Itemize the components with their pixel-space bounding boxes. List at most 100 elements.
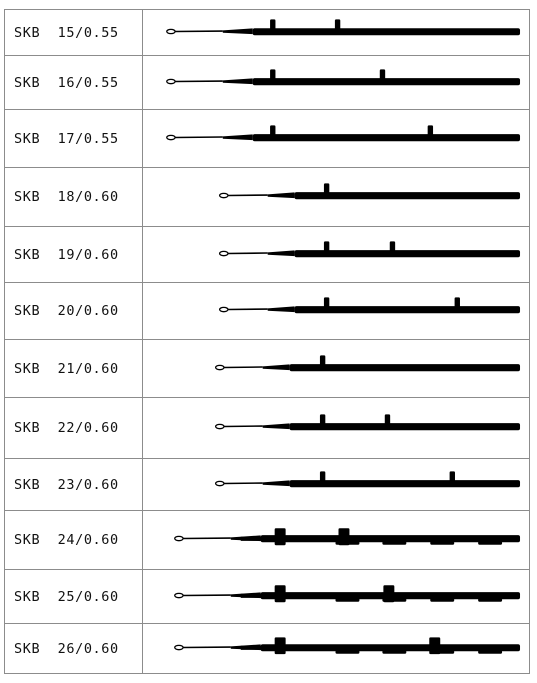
needle-drawing bbox=[166, 125, 521, 142]
needle-heel bbox=[478, 541, 503, 545]
needle-neck bbox=[240, 593, 265, 598]
needle-butt bbox=[323, 297, 330, 309]
needle-drawing bbox=[166, 19, 521, 36]
needle-heel bbox=[335, 650, 360, 654]
needle-hook bbox=[166, 78, 176, 85]
needle-row: SKB 16/0.55 bbox=[4, 55, 530, 110]
needle-body bbox=[260, 535, 521, 543]
model-label-cell: SKB 26/0.60 bbox=[4, 623, 143, 674]
needle-hook bbox=[218, 306, 229, 313]
needle-butt bbox=[429, 637, 441, 655]
needle-row: SKB 23/0.60 bbox=[4, 458, 530, 511]
needle-drawing-cell bbox=[142, 569, 530, 624]
model-label: SKB 19/0.60 bbox=[14, 246, 119, 263]
needle-drawing-cell bbox=[142, 226, 530, 283]
needle-hook bbox=[214, 364, 225, 371]
needle-body bbox=[260, 644, 521, 652]
needle-spec-table-body: SKB 15/0.55 SKB 16/0.55 SKB 17/0.55 SKB 18/… bbox=[4, 9, 530, 674]
needle-heel bbox=[382, 598, 407, 602]
model-label-cell: SKB 21/0.60 bbox=[4, 339, 143, 398]
needle-butt bbox=[274, 585, 286, 603]
needle-row: SKB 20/0.60 bbox=[4, 282, 530, 340]
needle-drawing-cell bbox=[142, 55, 530, 110]
needle-row: SKB 22/0.60 bbox=[4, 397, 530, 459]
needle-taper bbox=[262, 423, 290, 430]
needle-hook bbox=[174, 535, 184, 542]
needle-heel bbox=[335, 541, 360, 545]
needle-hook bbox=[214, 480, 225, 487]
model-label: SKB 25/0.60 bbox=[14, 588, 119, 605]
needle-row: SKB 21/0.60 bbox=[4, 339, 530, 398]
model-label-cell: SKB 17/0.55 bbox=[4, 109, 143, 168]
needle-drawing-cell bbox=[142, 282, 530, 340]
needle-butt bbox=[270, 125, 276, 137]
needle-drawing bbox=[214, 414, 521, 431]
needle-drawing-cell bbox=[142, 109, 530, 168]
needle-taper bbox=[222, 78, 253, 85]
model-label: SKB 22/0.60 bbox=[14, 420, 119, 436]
model-label-cell: SKB 22/0.60 bbox=[4, 397, 143, 459]
needle-neck bbox=[240, 645, 265, 650]
needle-body bbox=[252, 134, 521, 142]
needle-butt bbox=[270, 69, 276, 81]
model-label: SKB 24/0.60 bbox=[14, 532, 119, 548]
needle-row: SKB 18/0.60 bbox=[4, 167, 530, 227]
model-label: SKB 17/0.55 bbox=[14, 130, 119, 147]
needle-drawing bbox=[174, 528, 521, 546]
model-label: SKB 15/0.55 bbox=[14, 24, 119, 41]
needle-drawing bbox=[214, 355, 521, 372]
needle-taper bbox=[222, 28, 253, 35]
needle-butt bbox=[389, 241, 396, 253]
needle-taper bbox=[262, 364, 290, 371]
needle-row: SKB 24/0.60 bbox=[4, 510, 530, 570]
model-label: SKB 26/0.60 bbox=[14, 640, 119, 657]
needle-heel bbox=[430, 650, 455, 654]
model-label-cell: SKB 20/0.60 bbox=[4, 282, 143, 340]
needle-butt bbox=[384, 414, 391, 426]
needle-drawing-cell bbox=[142, 167, 530, 227]
needle-drawing bbox=[174, 637, 521, 655]
needle-butt bbox=[274, 637, 286, 655]
model-label-cell: SKB 25/0.60 bbox=[4, 569, 143, 624]
model-label-cell: SKB 16/0.55 bbox=[4, 55, 143, 110]
needle-hook bbox=[218, 192, 229, 199]
needle-heel bbox=[430, 598, 455, 602]
needle-butt bbox=[379, 69, 386, 81]
needle-body bbox=[289, 480, 521, 488]
needle-heel bbox=[335, 598, 360, 602]
needle-butt bbox=[274, 528, 286, 546]
model-label-cell: SKB 24/0.60 bbox=[4, 510, 143, 570]
needle-taper bbox=[267, 192, 295, 199]
needle-butt bbox=[427, 125, 434, 137]
needle-hook bbox=[214, 423, 225, 430]
needle-body bbox=[252, 78, 521, 86]
needle-butt bbox=[319, 471, 326, 483]
model-label-cell: SKB 18/0.60 bbox=[4, 167, 143, 227]
needle-row: SKB 17/0.55 bbox=[4, 109, 530, 168]
model-label-cell: SKB 23/0.60 bbox=[4, 458, 143, 511]
model-label-cell: SKB 19/0.60 bbox=[4, 226, 143, 283]
needle-butt bbox=[323, 183, 330, 195]
needle-drawing-cell bbox=[142, 9, 530, 56]
needle-hook bbox=[174, 644, 184, 651]
needle-drawing-cell bbox=[142, 458, 530, 511]
needle-taper bbox=[267, 250, 295, 257]
needle-heel bbox=[478, 650, 503, 654]
needle-butt bbox=[323, 241, 330, 253]
needle-heel bbox=[382, 541, 407, 545]
needle-drawing bbox=[218, 241, 521, 258]
needle-drawing bbox=[214, 471, 521, 488]
needle-row: SKB 25/0.60 bbox=[4, 569, 530, 624]
needle-hook bbox=[218, 250, 229, 257]
needle-drawing-cell bbox=[142, 510, 530, 570]
needle-body bbox=[252, 28, 521, 36]
needle-body bbox=[294, 192, 521, 200]
needle-body bbox=[289, 423, 521, 431]
needle-spec-table: SKB 15/0.55 SKB 16/0.55 SKB 17/0.55 SKB 18/… bbox=[4, 9, 530, 674]
needle-row: SKB 26/0.60 bbox=[4, 623, 530, 674]
needle-body bbox=[289, 364, 521, 372]
needle-body bbox=[294, 306, 521, 314]
needle-butt bbox=[383, 585, 395, 603]
needle-hook bbox=[166, 28, 176, 35]
needle-neck bbox=[240, 536, 265, 541]
